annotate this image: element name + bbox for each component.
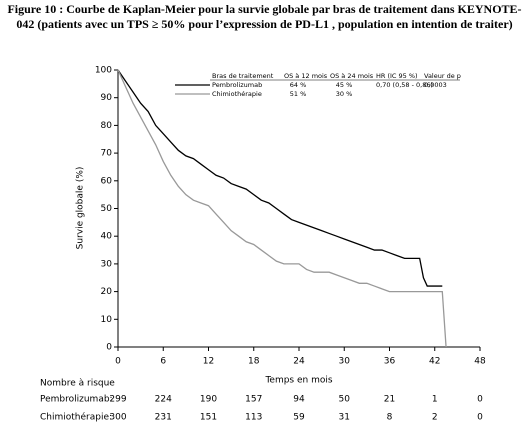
legend-cell: 64 % — [290, 81, 307, 89]
legend-header: HR (IC 95 %) — [376, 72, 418, 80]
at-risk-value: 31 — [339, 413, 350, 423]
y-tick-label: 30 — [101, 259, 113, 269]
y-tick-label: 60 — [101, 176, 113, 186]
at-risk-value: 8 — [387, 413, 393, 423]
y-tick-label: 100 — [95, 66, 112, 76]
at-risk-value: 1 — [432, 395, 438, 405]
y-tick-label: 90 — [101, 93, 113, 103]
at-risk-value: 300 — [109, 413, 126, 423]
at-risk-value: 224 — [155, 395, 172, 405]
legend-cell: 30 % — [336, 90, 353, 98]
chart-title: Figure 10 : Courbe de Kaplan-Meier pour … — [7, 2, 522, 31]
at-risk-title: Nombre à risque — [40, 379, 115, 389]
at-risk-label: Chimiothérapie: — [40, 412, 112, 423]
at-risk-value: 2 — [432, 413, 438, 423]
legend-header: OS à 12 mois — [284, 72, 328, 80]
at-risk-value: 113 — [245, 413, 262, 423]
x-tick-label: 0 — [115, 357, 121, 367]
x-tick-label: 42 — [429, 357, 440, 367]
x-tick-label: 12 — [203, 357, 214, 367]
at-risk-value: 59 — [293, 413, 305, 423]
x-tick-label: 36 — [384, 357, 396, 367]
survival-curve — [117, 69, 447, 348]
at-risk-value: 299 — [109, 395, 126, 405]
x-tick-label: 24 — [293, 357, 305, 367]
survival-curve — [117, 69, 443, 287]
at-risk-value: 190 — [200, 395, 217, 405]
legend-label: Chimiothérapie — [212, 90, 262, 98]
x-tick-label: 6 — [160, 357, 166, 367]
legend-header: Valeur de p — [424, 72, 461, 80]
legend-cell: 51 % — [290, 90, 307, 98]
y-tick-label: 0 — [106, 343, 112, 353]
y-tick-label: 50 — [101, 204, 113, 214]
legend-cell: 45 % — [336, 81, 353, 89]
legend-cell: 0,0003 — [424, 81, 447, 89]
at-risk-label: Pembrolizumab: — [40, 395, 113, 405]
y-tick-label: 10 — [101, 315, 113, 325]
x-tick-label: 30 — [339, 357, 351, 367]
at-risk-value: 0 — [477, 413, 483, 423]
legend-label: Pembrolizumab — [212, 81, 262, 89]
y-axis-label: Survie globale (%) — [76, 167, 86, 250]
x-tick-label: 48 — [474, 357, 486, 367]
at-risk-value: 0 — [477, 395, 483, 405]
y-tick-label: 80 — [101, 121, 113, 131]
at-risk-value: 231 — [155, 413, 172, 423]
y-tick-label: 20 — [101, 287, 113, 297]
x-axis-label: Temps en mois — [264, 376, 332, 386]
legend-cell: 0,70 (0,58 - 0,86) — [376, 81, 433, 89]
at-risk-value: 50 — [339, 395, 351, 405]
at-risk-value: 151 — [200, 413, 217, 423]
legend-header: OS à 24 mois — [330, 72, 374, 80]
at-risk-value: 21 — [384, 395, 395, 405]
at-risk-value: 94 — [293, 395, 305, 405]
at-risk-value: 157 — [245, 395, 262, 405]
legend-header: Bras de traitement — [212, 72, 274, 80]
y-tick-label: 70 — [101, 149, 113, 159]
y-tick-label: 40 — [101, 232, 113, 242]
x-tick-label: 18 — [248, 357, 260, 367]
